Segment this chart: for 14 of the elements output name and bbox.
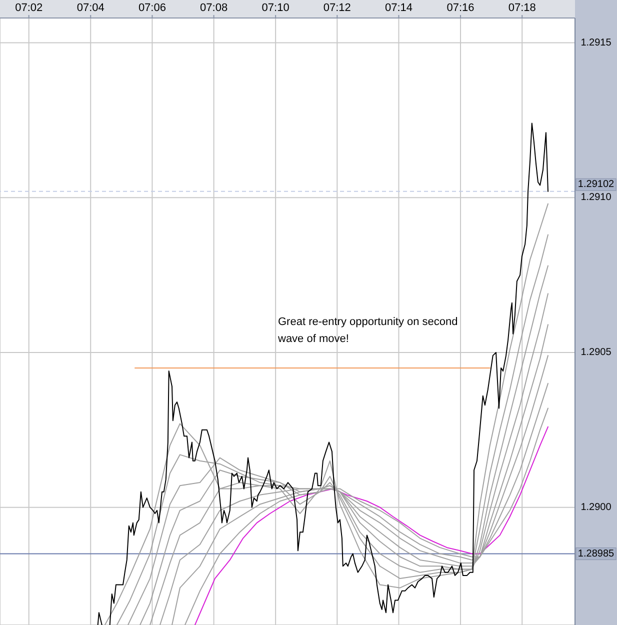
x-tick-label: 07:16 [446, 2, 474, 14]
x-tick-label: 07:02 [15, 2, 43, 14]
x-tick-label: 07:08 [200, 2, 228, 14]
y-tick-label: 1.2910 [580, 192, 612, 204]
y-tick-label: 1.2905 [580, 346, 612, 358]
x-tick-label: 07:12 [323, 2, 351, 14]
y-tick-label: 1.2900 [580, 502, 612, 513]
x-tick-label: 07:18 [508, 2, 536, 14]
x-tick-label: 07:14 [384, 2, 413, 14]
x-tick-label: 07:10 [262, 2, 290, 14]
x-tick-label: 07:06 [138, 2, 166, 14]
y-tick-label: 1.2915 [580, 37, 612, 48]
x-tick-label: 07:04 [76, 2, 104, 14]
annotation: Great re-entry opportunity on second wave of move! [278, 315, 459, 347]
